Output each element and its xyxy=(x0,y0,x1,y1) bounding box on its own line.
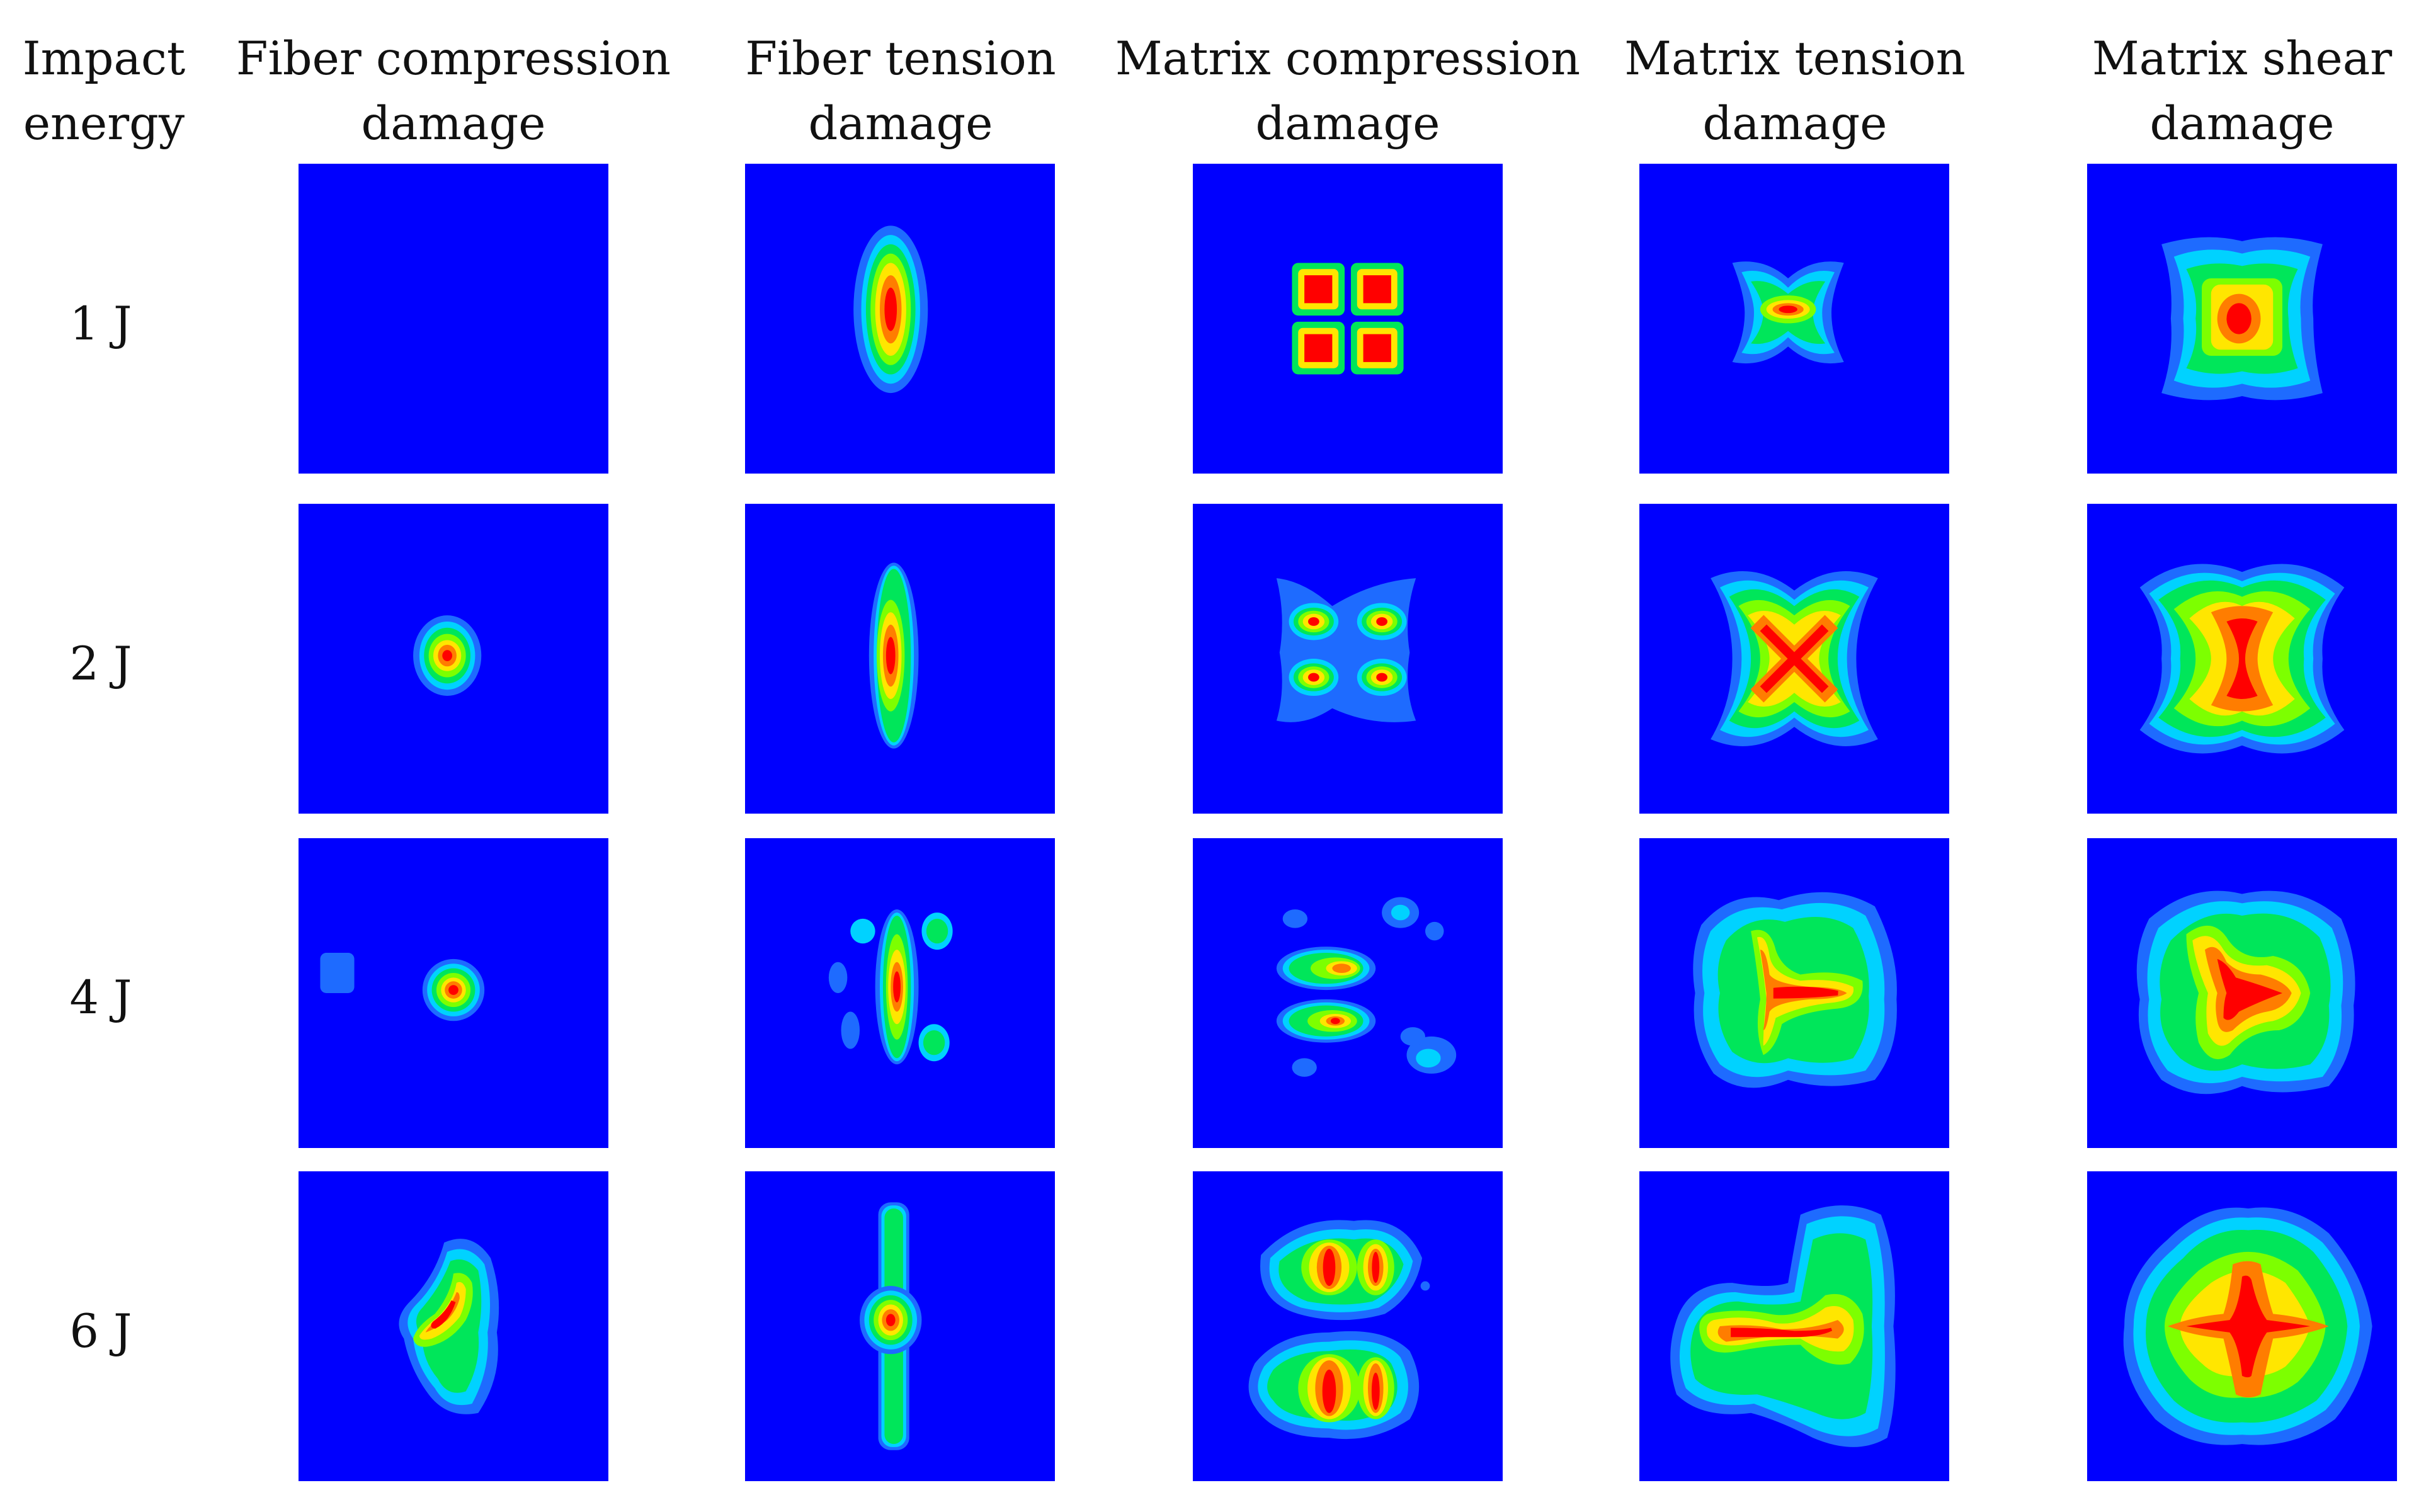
row-label-2j: 2 J xyxy=(69,637,132,691)
column-header-title: Fiber tension xyxy=(745,32,1056,86)
damage-map-matrix-tension-4j xyxy=(1639,838,1949,1148)
row-label-4j: 4 J xyxy=(69,971,132,1025)
damage-contour xyxy=(853,225,928,394)
damage-map-matrix-tension-6j xyxy=(1639,1171,1949,1481)
column-header-title: Matrix compression xyxy=(1115,32,1581,86)
damage-map-fiber-tension-1j xyxy=(745,164,1055,474)
row-header: Impact energy xyxy=(19,26,189,156)
damage-contour xyxy=(2123,1207,2372,1445)
damage-map-matrix-tension-2j xyxy=(1639,504,1949,814)
damage-map-matrix-tension-1j xyxy=(1639,164,1949,474)
damage-contour xyxy=(399,1239,499,1414)
row-label-1j: 1 J xyxy=(69,297,132,351)
damage-map-matrix-compression-6j xyxy=(1193,1171,1503,1481)
damage-map-matrix-shear-4j xyxy=(2087,838,2397,1148)
damage-contour xyxy=(1711,571,1878,746)
column-header-subtitle: damage xyxy=(1255,97,1440,151)
damage-map-matrix-shear-1j xyxy=(2087,164,2397,474)
column-header-fiber-tension: Fiber tension damage xyxy=(668,26,1134,156)
column-header-matrix-tension: Matrix tension damage xyxy=(1562,26,2028,156)
column-header-matrix-compression: Matrix compression damage xyxy=(1115,26,1581,156)
column-header-subtitle: damage xyxy=(808,97,993,151)
damage-map-fiber-tension-4j xyxy=(745,838,1055,1148)
damage-contour xyxy=(1670,1205,1896,1447)
damage-contour xyxy=(1292,263,1404,375)
damage-contour xyxy=(1693,892,1897,1088)
row-label-6j: 6 J xyxy=(69,1305,132,1358)
damage-contour xyxy=(828,909,953,1065)
damage-contour xyxy=(1248,1220,1430,1440)
column-header-title: Matrix tension xyxy=(1624,32,1966,86)
damage-map-fiber-compression-2j xyxy=(299,504,608,814)
damage-contour xyxy=(860,1202,922,1450)
column-header-title: Fiber compression xyxy=(236,32,671,86)
damage-contour xyxy=(2136,890,2355,1094)
column-header-subtitle: damage xyxy=(361,97,546,151)
damage-map-matrix-compression-4j xyxy=(1193,838,1503,1148)
damage-map-fiber-tension-6j xyxy=(745,1171,1055,1481)
damage-contour xyxy=(413,615,482,696)
column-header-subtitle: damage xyxy=(2149,97,2335,151)
damage-contour xyxy=(299,164,608,474)
damage-map-matrix-shear-6j xyxy=(2087,1171,2397,1481)
damage-map-fiber-compression-1j xyxy=(299,164,608,474)
column-header-subtitle: damage xyxy=(1702,97,1887,151)
damage-contour xyxy=(2161,237,2323,401)
damage-contour xyxy=(1276,578,1416,722)
damage-map-fiber-tension-2j xyxy=(745,504,1055,814)
damage-contour xyxy=(2139,564,2345,754)
damage-contour xyxy=(868,562,919,749)
row-header-line1: Impact xyxy=(22,32,186,86)
damage-contour xyxy=(1732,261,1844,364)
damage-contour xyxy=(1276,897,1457,1077)
damage-map-fiber-compression-6j xyxy=(299,1171,608,1481)
column-header-matrix-shear: Matrix shear damage xyxy=(2009,26,2414,156)
damage-map-matrix-compression-2j xyxy=(1193,504,1503,814)
damage-map-fiber-compression-4j xyxy=(299,838,608,1148)
column-header-fiber-compression: Fiber compression damage xyxy=(220,26,686,156)
column-header-title: Matrix shear xyxy=(2092,32,2393,86)
row-header-line2: energy xyxy=(23,97,185,151)
damage-map-matrix-shear-2j xyxy=(2087,504,2397,814)
damage-contour xyxy=(320,953,485,1021)
damage-map-matrix-compression-1j xyxy=(1193,164,1503,474)
